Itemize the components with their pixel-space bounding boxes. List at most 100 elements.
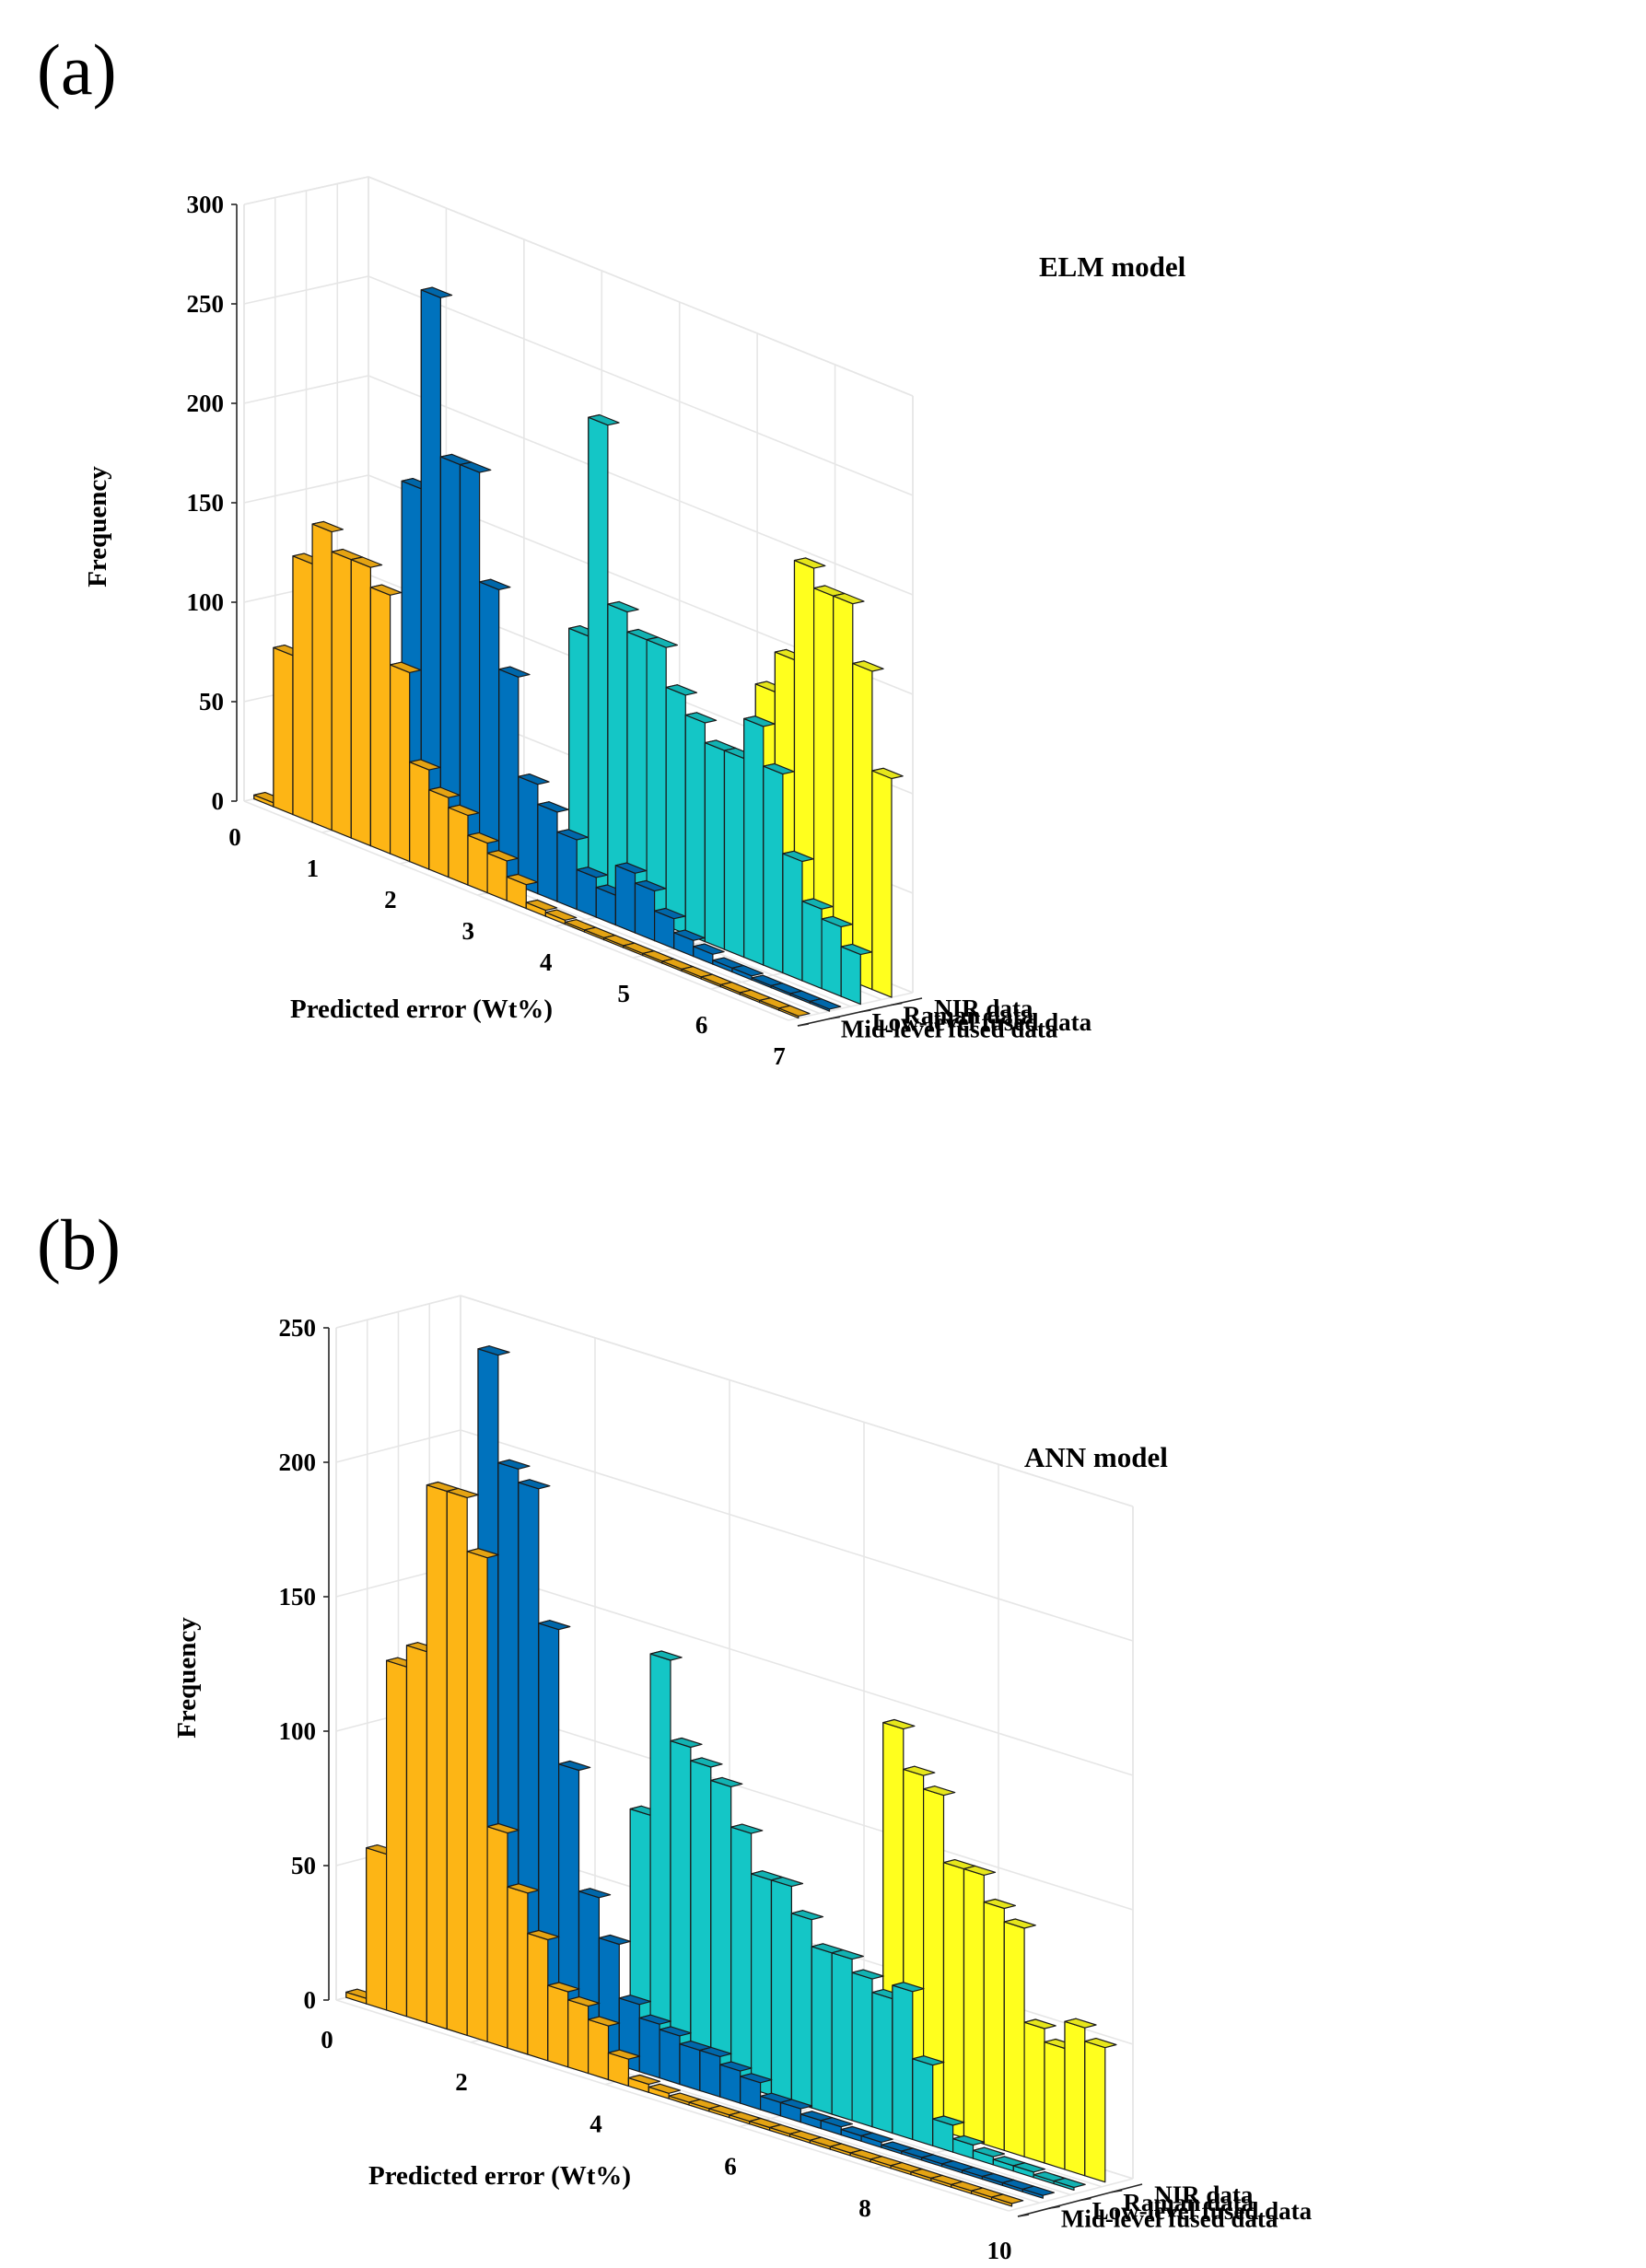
bar <box>782 850 814 982</box>
gridline <box>460 1564 1134 1776</box>
panel-b-text: (b) ANN model Frequency Predicted error … <box>37 1204 1313 2264</box>
z-tick-label: 0 <box>212 787 225 815</box>
bar <box>833 592 865 983</box>
bar <box>1003 1918 1036 2158</box>
box-edge <box>335 1295 461 1329</box>
y-tick-label: Raman data <box>1123 2189 1254 2216</box>
bar-top-face <box>782 850 814 863</box>
bar-top-face <box>871 767 904 780</box>
bar <box>750 1870 784 2096</box>
bar <box>486 1822 519 2049</box>
bar <box>684 712 718 943</box>
bar-top-face <box>730 1823 764 1834</box>
bar <box>769 2123 802 2137</box>
panel-b-x-axis-title: Predicted error (Wt%) <box>368 2161 631 2191</box>
bar <box>567 1996 601 2075</box>
bar <box>801 898 834 990</box>
z-tick-label: 250 <box>279 1314 317 1342</box>
panel-b-z-axis-title: Frequency <box>172 1617 202 1739</box>
bar-top-face <box>614 862 648 874</box>
bar-front-face <box>331 551 352 839</box>
bar <box>668 2092 701 2106</box>
bar-top-face <box>1012 2162 1046 2173</box>
bar-top-face <box>538 1620 571 1631</box>
bar <box>292 552 324 823</box>
bar <box>556 829 589 911</box>
bar-top-face <box>790 1910 824 1921</box>
bar-top-face <box>557 1760 591 1772</box>
bar-front-face <box>790 1913 812 2109</box>
bar <box>812 585 846 975</box>
bar-front-face <box>851 1971 873 2128</box>
bar <box>704 739 737 950</box>
box-edge <box>368 176 914 397</box>
bar-top-face <box>779 2099 813 2110</box>
bar-top-face <box>390 661 422 674</box>
bar <box>507 1883 540 2055</box>
bar <box>723 747 756 959</box>
panel-a-x-axis-title: Predicted error (Wt%) <box>290 994 553 1024</box>
bar-top-face <box>1003 1918 1036 1929</box>
bar <box>405 1642 439 2024</box>
bar-top-face <box>670 1737 703 1749</box>
bar-front-face <box>801 901 823 990</box>
y-tick-mark <box>797 1023 810 1027</box>
bar <box>892 1982 925 2140</box>
y-tick-mark <box>859 1009 871 1013</box>
bar-top-face <box>544 909 578 921</box>
bar <box>527 1929 560 2062</box>
bar <box>587 2016 621 2081</box>
bar-top-face <box>409 759 441 771</box>
bar <box>544 909 578 925</box>
y-tick-mark <box>1111 2189 1123 2193</box>
bar <box>673 929 706 958</box>
bar-front-face <box>763 765 784 974</box>
bar-top-face <box>719 2061 753 2072</box>
bar <box>670 1737 703 2071</box>
bar <box>646 636 679 927</box>
y-tick-label: NIR data <box>934 994 1033 1022</box>
bar-front-face <box>871 1992 893 2134</box>
bar <box>699 2046 732 2098</box>
bar-front-face <box>527 1933 549 2062</box>
bar-top-face <box>809 998 842 1010</box>
bar-front-face <box>486 1826 508 2049</box>
box-edge <box>460 1295 1134 1507</box>
bar <box>831 1949 864 2122</box>
bar <box>448 804 480 886</box>
bar <box>638 2014 671 2079</box>
bar <box>871 767 904 998</box>
bar-top-face <box>627 2074 661 2086</box>
bar-front-face <box>743 717 765 966</box>
bar-top-face <box>459 461 492 473</box>
y-tick-mark <box>1048 2205 1060 2210</box>
bar-top-face <box>922 1785 956 1797</box>
bar-top-face <box>860 2132 893 2143</box>
bar <box>860 2132 893 2148</box>
bar-front-face <box>659 2029 681 2086</box>
z-tick-label: 100 <box>279 1717 317 1745</box>
bar-front-face <box>366 1847 388 2011</box>
z-tick-label: 150 <box>279 1583 317 1611</box>
bar-front-face <box>699 2050 721 2098</box>
bar-top-face <box>710 1776 743 1788</box>
bar <box>1021 2185 1056 2199</box>
bar-top-face <box>350 556 383 568</box>
bar <box>428 786 461 878</box>
bar-top-face <box>638 2014 671 2025</box>
bar-front-face <box>811 1946 833 2115</box>
bar-front-face <box>556 831 578 911</box>
bar <box>626 628 659 919</box>
bar <box>537 801 569 902</box>
bar-top-face <box>649 1650 683 1661</box>
bar-front-face <box>507 1886 529 2055</box>
bar-front-face <box>770 1879 793 2102</box>
z-tick-label: 50 <box>291 1852 316 1879</box>
bar-top-face <box>840 943 873 956</box>
bar <box>331 548 364 839</box>
bar-top-face <box>831 1949 864 1960</box>
bar-front-face <box>467 834 488 894</box>
bar-top-face <box>1021 2185 1056 2196</box>
bar-front-face <box>466 1551 488 2042</box>
